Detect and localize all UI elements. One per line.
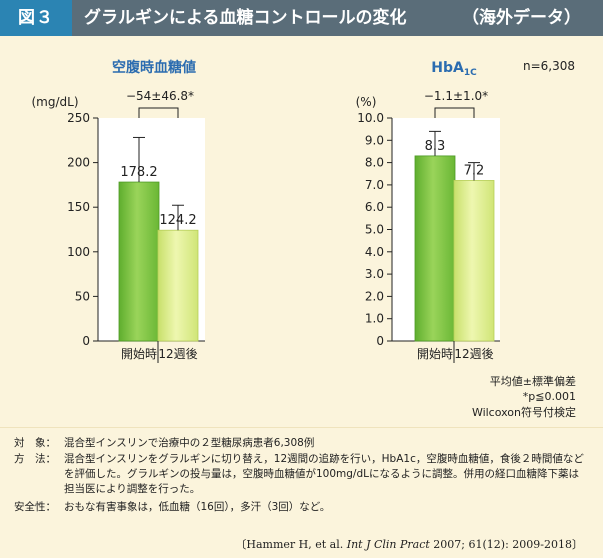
chart-hba1c: 0 1.0 2.0 3.0 4.0 5.0 6.0 7.0 8.0 9.0 10.0 8.3 開始時 7.… (357, 107, 500, 363)
y-tick-label: 5.0 (365, 223, 384, 237)
note-safety: 安全性： おもな有害事象は，低血糖（16回），多汗（3回）など。 (14, 500, 584, 515)
y-tick-label: 4.0 (365, 245, 384, 259)
charts-svg: 空腹時血糖値 (mg/dL) −54±46.8* HbA1C n=6,308 (… (31, 59, 576, 419)
note-key: 対 象： (14, 437, 56, 449)
y-tick-label: 10.0 (357, 111, 384, 125)
citation-pre: 〔Hammer H, et al. (235, 538, 347, 551)
note-key: 安全性： (14, 501, 56, 513)
data-label: 124.2 (159, 213, 196, 228)
y-tick-label: 150 (67, 200, 90, 214)
note-key: 方 法： (14, 453, 56, 465)
chart-1-ylabel: (mg/dL) (31, 95, 78, 109)
chart-panel: 空腹時血糖値 (mg/dL) −54±46.8* HbA1C n=6,308 (… (0, 36, 603, 427)
legend-note-mean-sd: 平均値±標準偏差 (490, 374, 576, 388)
y-tick-label: 3.0 (365, 267, 384, 281)
y-tick-label: 100 (67, 245, 90, 259)
note-value: 混合型インスリンをグラルギンに切り替え，12週間の追跡を行い，HbA1c，空腹時… (64, 453, 584, 495)
citation-post: 2007; 61(12): 2009-2018〕 (429, 538, 583, 551)
y-tick-label: 8.0 (365, 156, 384, 170)
chart-2-diff-label: −1.1±1.0* (424, 89, 488, 103)
x-tick-label: 12週後 (454, 347, 493, 361)
figure-title: グラルギンによる血糖コントロールの変化 (84, 8, 407, 28)
bar (453, 180, 495, 342)
note-value: 混合型インスリンで治療中の２型糖尿病患者6,308例 (64, 437, 315, 449)
chart-fasting-glucose: 0 50 100 150 200 250 178.2 開始時 124.2 12週後 (67, 107, 205, 363)
x-tick-label: 開始時 (417, 347, 453, 361)
bar (414, 155, 456, 342)
y-tick-label: 1.0 (365, 312, 384, 326)
y-tick-label: 9.0 (365, 133, 384, 147)
chart-2-title: HbA1C (431, 60, 477, 78)
citation-journal: Int J Clin Pract (346, 538, 430, 551)
sample-size: n=6,308 (523, 59, 575, 73)
y-tick-label: 0 (82, 334, 90, 348)
y-tick-label: 250 (67, 111, 90, 125)
y-tick-label: 6.0 (365, 200, 384, 214)
data-label: 8.3 (425, 139, 446, 154)
significance-bracket (138, 107, 179, 118)
y-tick-label: 7.0 (365, 178, 384, 192)
note-value: おもな有害事象は，低血糖（16回），多汗（3回）など。 (64, 501, 331, 513)
y-tick-label: 200 (67, 156, 90, 170)
notes-section: 対 象： 混合型インスリンで治療中の２型糖尿病患者6,308例 方 法： 混合型… (0, 427, 603, 558)
note-methods: 方 法： 混合型インスリンをグラルギンに切り替え，12週間の追跡を行い，HbA1… (14, 452, 584, 497)
legend-note-test: Wilcoxon符号付検定 (472, 405, 576, 419)
legend-note-pvalue: *p≦0.001 (523, 390, 576, 403)
citation: 〔Hammer H, et al. Int J Clin Pract 2007;… (235, 536, 583, 552)
data-label: 7.2 (464, 163, 485, 178)
bar (118, 181, 160, 342)
y-tick-label: 2.0 (365, 289, 384, 303)
chart-1-title: 空腹時血糖値 (112, 59, 196, 76)
figure-note: （海外データ） (462, 8, 581, 28)
bar (157, 229, 199, 342)
chart-1-diff-label: −54±46.8* (126, 89, 194, 103)
x-tick-label: 開始時 (121, 347, 157, 361)
significance-bracket (434, 107, 475, 118)
note-subjects: 対 象： 混合型インスリンで治療中の２型糖尿病患者6,308例 (14, 436, 584, 451)
y-tick-label: 50 (75, 289, 90, 303)
x-tick-label: 12週後 (158, 347, 197, 361)
data-label: 178.2 (120, 165, 157, 180)
figure-header: 図３ グラルギンによる血糖コントロールの変化 （海外データ） (0, 0, 603, 36)
chart-2-ylabel: (%) (356, 95, 377, 109)
y-tick-label: 0 (376, 334, 384, 348)
figure-label: 図３ (0, 0, 72, 36)
